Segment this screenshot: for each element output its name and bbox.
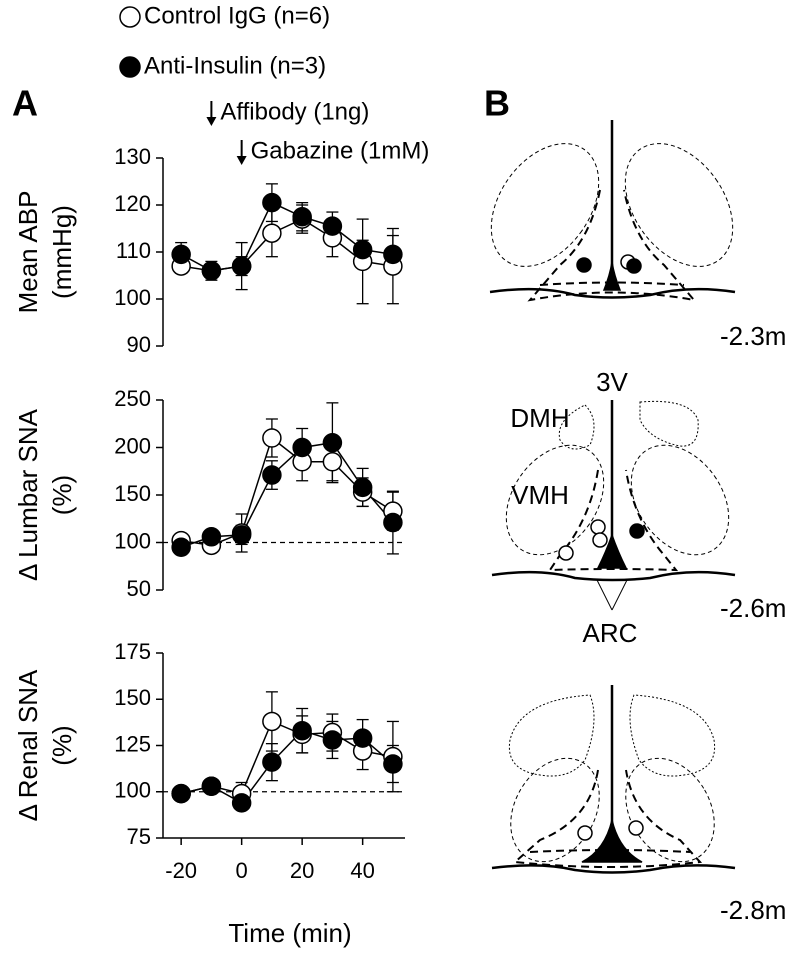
data-point <box>292 207 312 227</box>
y-tick-label: 120 <box>114 191 151 216</box>
data-point <box>201 261 222 281</box>
x-axis-label: Time (min) <box>228 918 351 948</box>
y-tick-label: 150 <box>114 685 151 710</box>
data-point <box>292 437 312 458</box>
y-tick-label: 100 <box>114 528 151 553</box>
data-point <box>262 711 282 732</box>
data-point <box>322 216 343 236</box>
brain-section <box>491 400 736 611</box>
region-label: DMH <box>510 403 569 433</box>
data-point <box>262 223 282 243</box>
data-point <box>322 433 343 453</box>
data-point <box>292 720 312 741</box>
data-point <box>171 244 191 265</box>
y-tick-label: 100 <box>114 285 151 310</box>
annotation: Affibody (1ng) <box>220 98 369 125</box>
data-point <box>383 512 403 533</box>
y-tick-label: 200 <box>114 433 151 458</box>
legend-marker <box>119 56 141 78</box>
data-point <box>231 793 252 813</box>
level-label: -2.3mm <box>720 321 787 351</box>
annotation: Gabazine (1mM) <box>251 137 430 164</box>
data-point <box>352 728 373 748</box>
panel-label: B <box>484 83 510 124</box>
y-tick-label: 100 <box>114 778 151 803</box>
data-point <box>201 776 222 796</box>
data-point <box>352 239 373 260</box>
brain-section <box>489 120 736 302</box>
y-axis-label: Δ Renal SNA <box>13 669 43 821</box>
data-point <box>262 192 282 213</box>
brain-section <box>491 685 736 874</box>
x-tick-label: 20 <box>290 858 314 883</box>
y-axis-label: (%) <box>47 475 77 515</box>
legend-marker <box>119 6 141 28</box>
y-axis-label: (%) <box>47 725 77 765</box>
data-point <box>262 465 282 485</box>
data-point <box>262 428 282 448</box>
data-point <box>231 256 252 276</box>
y-axis-label: (mmHg) <box>47 205 77 299</box>
legend-label: Anti-Insulin (n=3) <box>144 52 326 79</box>
y-axis-label: Mean ABP <box>13 191 43 314</box>
data-point <box>201 527 222 547</box>
data-point <box>262 752 282 772</box>
x-tick-label: 0 <box>236 858 248 883</box>
data-point <box>171 537 191 557</box>
x-tick-label: -20 <box>165 858 197 883</box>
y-axis-label: Δ Lumbar SNA <box>13 408 43 581</box>
data-point <box>171 783 191 804</box>
y-tick-label: 125 <box>114 731 151 756</box>
y-tick-label: 75 <box>127 824 151 849</box>
x-tick-label: 40 <box>350 858 374 883</box>
region-label: ARC <box>583 618 638 648</box>
data-point <box>322 730 343 750</box>
data-point <box>322 452 343 472</box>
panel-label: A <box>12 83 38 124</box>
data-point <box>231 525 252 545</box>
y-tick-label: 130 <box>114 144 151 169</box>
region-label: 3V <box>596 367 628 397</box>
legend-label: Control IgG (n=6) <box>144 2 330 29</box>
y-tick-label: 175 <box>114 639 151 664</box>
level-label: -2.6mm <box>720 593 787 623</box>
region-label: VMH <box>511 480 569 510</box>
data-point <box>383 754 403 774</box>
y-tick-label: 150 <box>114 481 151 506</box>
y-tick-label: 110 <box>116 238 151 263</box>
data-point <box>383 244 403 265</box>
y-tick-label: 50 <box>127 576 151 601</box>
y-tick-label: 90 <box>127 332 151 357</box>
data-point <box>352 477 373 498</box>
annotation-arrowhead <box>206 117 217 126</box>
y-tick-label: 250 <box>114 386 151 411</box>
annotation-arrowhead <box>236 156 247 165</box>
level-label: -2.8mm <box>720 895 787 925</box>
